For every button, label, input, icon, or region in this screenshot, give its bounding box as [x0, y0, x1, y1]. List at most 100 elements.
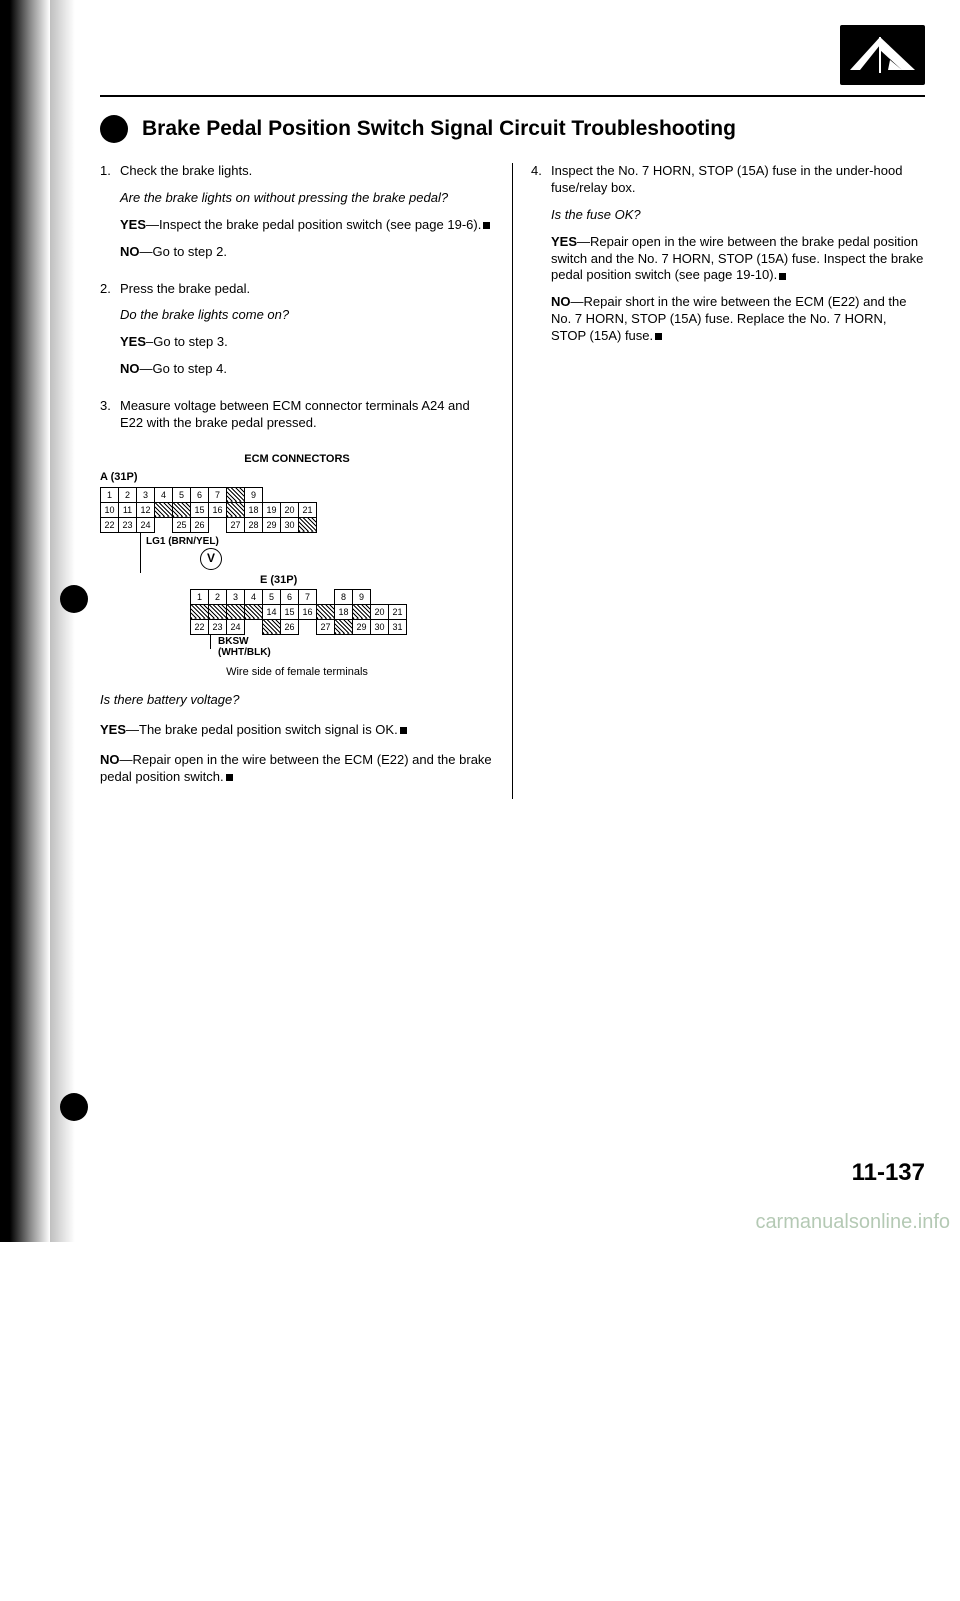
connector-pin: 26 — [191, 517, 209, 532]
connector-pin — [155, 517, 173, 532]
connector-pin: 30 — [281, 517, 299, 532]
connector-pin — [335, 619, 353, 634]
connector-pin — [317, 589, 335, 604]
signal-a-label: LG1 (BRN/YEL) — [146, 535, 219, 548]
connector-pin: 27 — [227, 517, 245, 532]
connector-pin: 7 — [299, 589, 317, 604]
connector-pin — [155, 502, 173, 517]
connector-pin: 15 — [281, 604, 299, 619]
connector-pin — [263, 487, 281, 502]
step-number: 4. — [531, 163, 551, 355]
connector-e-table: 1234567891415161820212223242627293031 — [190, 589, 407, 635]
manual-page: Brake Pedal Position Switch Signal Circu… — [0, 0, 960, 1242]
step-line: NO—Repair open in the wire between the E… — [100, 752, 494, 786]
connector-pin: 22 — [191, 619, 209, 634]
section-bullet-icon — [100, 115, 128, 143]
connector-pin: 21 — [299, 502, 317, 517]
step-body: Check the brake lights. Are the brake lig… — [120, 163, 494, 271]
connector-pin — [245, 604, 263, 619]
binding-shadow — [0, 0, 50, 1242]
connector-e-label: E (31P) — [260, 573, 494, 587]
connector-pin — [281, 487, 299, 502]
connector-pin: 3 — [137, 487, 155, 502]
connector-pin: 21 — [389, 604, 407, 619]
connector-pin: 20 — [371, 604, 389, 619]
procedure-step: 4.Inspect the No. 7 HORN, STOP (15A) fus… — [531, 163, 925, 355]
step-line: Do the brake lights come on? — [120, 307, 494, 324]
procedure-step: 2.Press the brake pedal. Do the brake lig… — [100, 281, 494, 389]
connector-pin — [263, 619, 281, 634]
step-line: Press the brake pedal. — [120, 281, 494, 298]
connector-pin: 28 — [245, 517, 263, 532]
margin-bullets — [60, 100, 88, 1601]
connector-a-block: A (31P) 12345679101112151618192021222324… — [100, 470, 494, 532]
connector-pin — [371, 589, 389, 604]
step-line: Is the fuse OK? — [551, 207, 925, 224]
content-area: Brake Pedal Position Switch Signal Circu… — [100, 95, 925, 799]
step-line: NO—Repair short in the wire between the … — [551, 294, 925, 345]
step-body: Measure voltage between ECM connector te… — [120, 398, 494, 442]
connector-pin — [209, 517, 227, 532]
margin-bullet-icon — [60, 585, 88, 613]
connector-pin: 4 — [155, 487, 173, 502]
connector-a-label: A (31P) — [100, 470, 494, 484]
step-line: YES—Inspect the brake pedal position swi… — [120, 217, 494, 234]
connector-pin: 10 — [101, 502, 119, 517]
connector-pin — [209, 604, 227, 619]
connector-pin: 9 — [245, 487, 263, 502]
right-column: 4.Inspect the No. 7 HORN, STOP (15A) fus… — [513, 163, 925, 799]
connector-pin — [353, 604, 371, 619]
step-line: Are the brake lights on without pressing… — [120, 190, 494, 207]
connector-pin: 26 — [281, 619, 299, 634]
ecm-connector-diagram: ECM CONNECTORS A (31P) 12345679101112151… — [100, 452, 494, 679]
step-line: Check the brake lights. — [120, 163, 494, 180]
connector-pin: 19 — [263, 502, 281, 517]
connector-pin: 2 — [209, 589, 227, 604]
connector-pin — [227, 502, 245, 517]
step-body: Press the brake pedal. Do the brake light… — [120, 281, 494, 389]
horizontal-rule — [100, 95, 925, 97]
connector-pin: 7 — [209, 487, 227, 502]
watermark-text: carmanualsonline.info — [755, 1211, 950, 1234]
step-body: Inspect the No. 7 HORN, STOP (15A) fuse … — [551, 163, 925, 355]
connector-pin: 24 — [137, 517, 155, 532]
step-line: Measure voltage between ECM connector te… — [120, 398, 494, 432]
page-title: Brake Pedal Position Switch Signal Circu… — [142, 117, 736, 141]
connector-pin: 8 — [335, 589, 353, 604]
connector-pin: 1 — [191, 589, 209, 604]
connector-pin: 18 — [335, 604, 353, 619]
connector-pin: 3 — [227, 589, 245, 604]
connector-pin — [245, 619, 263, 634]
connector-pin — [173, 502, 191, 517]
connector-pin: 6 — [191, 487, 209, 502]
connector-pin: 31 — [389, 619, 407, 634]
signal-e-wire-label: (WHT/BLK) — [218, 646, 271, 659]
connector-pin: 29 — [263, 517, 281, 532]
step-line: YES–Go to step 3. — [120, 334, 494, 351]
connector-pin: 6 — [281, 589, 299, 604]
connector-pin: 24 — [227, 619, 245, 634]
connector-pin: 5 — [173, 487, 191, 502]
step-number: 2. — [100, 281, 120, 389]
connector-pin: 15 — [191, 502, 209, 517]
connector-pin — [227, 604, 245, 619]
step-line: NO—Go to step 2. — [120, 244, 494, 261]
connector-pin — [299, 487, 317, 502]
connector-pin: 18 — [245, 502, 263, 517]
step-number: 1. — [100, 163, 120, 271]
step-line: NO—Go to step 4. — [120, 361, 494, 378]
connector-pin — [299, 619, 317, 634]
margin-bullet-icon — [60, 1093, 88, 1121]
diagram-title: ECM CONNECTORS — [100, 452, 494, 466]
connector-pin: 29 — [353, 619, 371, 634]
connector-pin: 1 — [101, 487, 119, 502]
connector-e-block: E (31P) 12345678914151618202122232426272… — [190, 573, 494, 661]
step-line: YES—The brake pedal position switch sign… — [100, 722, 494, 739]
connector-pin: 22 — [101, 517, 119, 532]
connector-pin — [191, 604, 209, 619]
connector-pin: 4 — [245, 589, 263, 604]
connector-pin: 23 — [209, 619, 227, 634]
step-number: 3. — [100, 398, 120, 442]
connector-pin: 9 — [353, 589, 371, 604]
connector-a-table: 1234567910111215161819202122232425262728… — [100, 487, 317, 533]
